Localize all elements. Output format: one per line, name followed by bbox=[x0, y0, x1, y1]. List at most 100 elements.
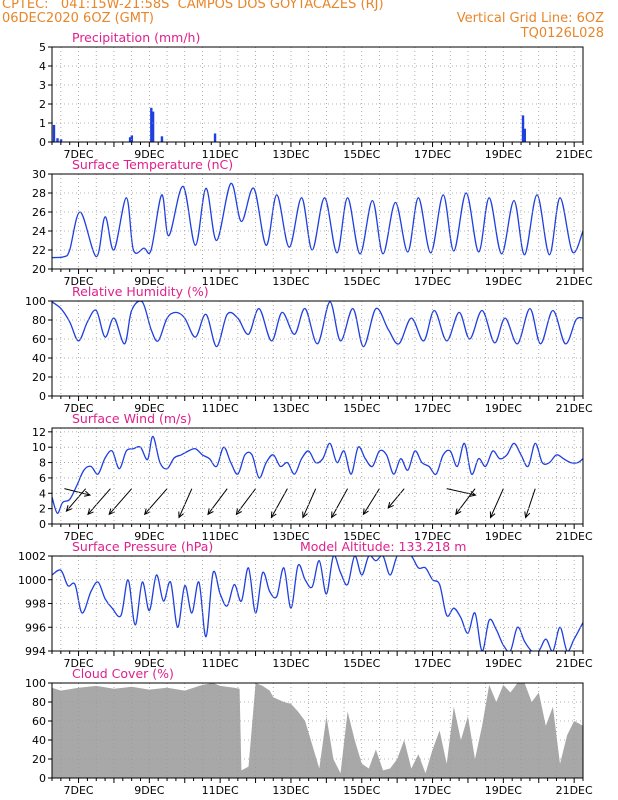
pressure-ytick-label: 996 bbox=[25, 621, 46, 634]
cloud-frame bbox=[51, 682, 584, 779]
cloud-area bbox=[52, 683, 583, 778]
header-grid-note: Vertical Grid Line: 6OZ bbox=[456, 11, 604, 26]
wind-vector bbox=[302, 488, 317, 518]
precip-bar bbox=[128, 137, 132, 142]
temp-ytick-label: 24 bbox=[32, 225, 46, 238]
pressure-panel: Surface Pressure (hPa) Model Altitude: 13… bbox=[18, 539, 593, 670]
pressure-xtick-label: 17DEC bbox=[414, 657, 451, 670]
precip-ytick-label: 5 bbox=[39, 41, 46, 54]
pressure-xtick-label: 7DEC bbox=[63, 657, 93, 670]
precip-panel: Precipitation (mm/h) 0 1 2 3 4 5 7DEC 9DEC 11DEC 1… bbox=[39, 30, 593, 161]
wind-vector-head bbox=[143, 508, 151, 516]
wind-vector-head bbox=[178, 511, 184, 519]
wind-vector-head bbox=[455, 508, 462, 516]
humidity-title: Relative Humidity (%) bbox=[72, 284, 209, 299]
cloud-ytick-label: 60 bbox=[32, 715, 46, 728]
humidity-xtick-label: 15DEC bbox=[343, 402, 380, 415]
pressure-frame bbox=[51, 555, 584, 652]
cloud-ytick-label: 20 bbox=[32, 753, 46, 766]
cloud-ytick-label: 80 bbox=[32, 696, 46, 709]
wind-vector-head bbox=[87, 508, 94, 516]
wind-vector bbox=[207, 488, 228, 515]
wind-ytick-label: 12 bbox=[32, 426, 46, 439]
cloud-xtick-label: 13DEC bbox=[272, 784, 309, 797]
pressure-ytick-label: 994 bbox=[25, 645, 46, 658]
precip-bar bbox=[130, 135, 134, 142]
wind-vector-head bbox=[302, 511, 308, 519]
precip-title: Precipitation (mm/h) bbox=[72, 30, 200, 45]
precip-ytick-label: 4 bbox=[39, 60, 46, 73]
precip-ytick-label: 0 bbox=[39, 136, 46, 149]
humidity-ytick-label: 80 bbox=[32, 314, 46, 327]
temp-xtick-label: 7DEC bbox=[63, 275, 93, 288]
humidity-xtick-label: 7DEC bbox=[63, 402, 93, 415]
pressure-xtick-label: 13DEC bbox=[272, 657, 309, 670]
wind-vector bbox=[66, 488, 87, 512]
humidity-xtick-label: 17DEC bbox=[414, 402, 451, 415]
wind-xtick-label: 11DEC bbox=[202, 530, 239, 543]
humidity-ytick-label: 0 bbox=[39, 390, 46, 403]
humidity-frame bbox=[51, 300, 584, 397]
wind-xtick-label: 7DEC bbox=[63, 530, 93, 543]
wind-vector-head bbox=[524, 511, 531, 519]
wind-xtick-label: 21DEC bbox=[556, 530, 593, 543]
temp-xtick-label: 21DEC bbox=[556, 275, 593, 288]
cloud-ytick-label: 100 bbox=[25, 677, 46, 690]
humidity-panel: Relative Humidity (%) 0 20 40 60 80 100 7DEC 9DE… bbox=[25, 284, 593, 415]
wind-ytick-label: 8 bbox=[39, 457, 46, 470]
wind-vector bbox=[331, 488, 349, 518]
cloud-xtick-label: 7DEC bbox=[63, 784, 93, 797]
wind-vector-head bbox=[108, 508, 115, 516]
cloud-ytick-label: 0 bbox=[39, 772, 46, 785]
header-model-id: TQ0126L028 bbox=[520, 26, 604, 41]
wind-vector bbox=[178, 488, 193, 518]
precip-bar bbox=[213, 133, 217, 142]
wind-vector-head bbox=[362, 508, 369, 516]
temp-ytick-label: 22 bbox=[32, 244, 46, 257]
temp-xtick-label: 19DEC bbox=[485, 275, 522, 288]
wind-vector bbox=[87, 488, 111, 515]
pressure-ytick-label: 1000 bbox=[18, 574, 46, 587]
header-station: CPTEC: 041:15W-21:58S CAMPOS DOS GOYTACA… bbox=[2, 0, 384, 12]
pressure-xtick-label: 9DEC bbox=[134, 657, 164, 670]
precip-xtick-label: 21DEC bbox=[556, 148, 593, 161]
humidity-ytick-label: 40 bbox=[32, 352, 46, 365]
wind-frame bbox=[51, 427, 584, 525]
pressure-annotation: Model Altitude: 133.218 m bbox=[300, 539, 466, 554]
wind-vector bbox=[363, 488, 380, 515]
wind-xtick-label: 13DEC bbox=[272, 530, 309, 543]
humidity-xtick-label: 13DEC bbox=[272, 402, 309, 415]
temp-panel: Surface Temperature (nC) 20 22 24 26 28 30 7DEC… bbox=[32, 157, 593, 288]
temp-xtick-label: 15DEC bbox=[343, 275, 380, 288]
cloud-xtick-label: 17DEC bbox=[414, 784, 451, 797]
temp-ytick-label: 26 bbox=[32, 206, 46, 219]
humidity-xtick-label: 21DEC bbox=[556, 402, 593, 415]
wind-vector bbox=[108, 488, 133, 515]
wind-vector bbox=[525, 488, 536, 518]
cloud-title: Cloud Cover (%) bbox=[72, 666, 174, 681]
precip-frame bbox=[51, 46, 584, 143]
pressure-title: Surface Pressure (hPa) bbox=[72, 539, 213, 554]
cloud-panel: Cloud Cover (%) 0 20 40 60 80 100 7DEC 9DEC 11DEC… bbox=[25, 666, 593, 797]
header-datetime: 06DEC2020 6OZ (GMT) bbox=[2, 11, 154, 26]
precip-bar bbox=[521, 115, 525, 142]
wind-vector-head bbox=[207, 508, 214, 516]
wind-vector bbox=[455, 488, 476, 515]
wind-ytick-label: 2 bbox=[39, 503, 46, 516]
cloud-xtick-label: 11DEC bbox=[202, 784, 239, 797]
precip-xtick-label: 7DEC bbox=[63, 148, 93, 161]
wind-xtick-label: 17DEC bbox=[414, 530, 451, 543]
wind-xtick-label: 9DEC bbox=[134, 530, 164, 543]
wind-panel: Surface Wind (m/s) 0 2 4 6 8 10 12 7DEC 9DEC 11DEC… bbox=[32, 411, 593, 543]
temp-frame bbox=[51, 173, 584, 270]
wind-ytick-label: 4 bbox=[39, 487, 46, 500]
wind-vector-head bbox=[235, 508, 242, 516]
precip-bar bbox=[160, 136, 164, 142]
temp-xtick-label: 11DEC bbox=[202, 275, 239, 288]
wind-vector-head bbox=[331, 511, 337, 519]
pressure-xtick-label: 15DEC bbox=[343, 657, 380, 670]
temp-xtick-label: 17DEC bbox=[414, 275, 451, 288]
temp-xtick-label: 9DEC bbox=[134, 275, 164, 288]
humidity-ytick-label: 60 bbox=[32, 333, 46, 346]
pressure-xtick-label: 21DEC bbox=[556, 657, 593, 670]
